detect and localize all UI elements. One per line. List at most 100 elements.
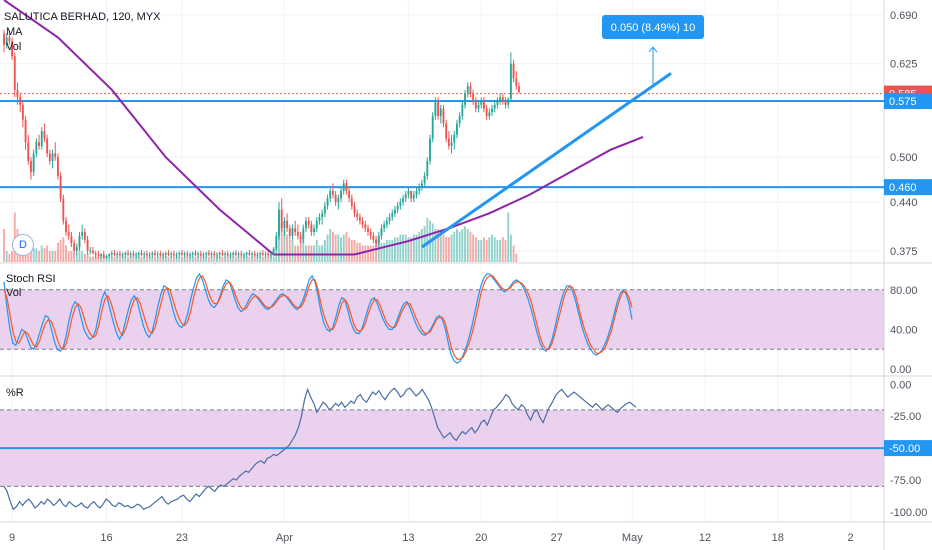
candle-body [3, 33, 5, 45]
volume-bar [132, 256, 135, 262]
volume-bar [110, 256, 113, 262]
candle-body [221, 253, 224, 255]
candle [248, 250, 251, 257]
candle [237, 251, 240, 258]
time-axis[interactable]: 9 16 23 Apr 13 20 27 May 12 18 2 [9, 532, 854, 544]
candle [356, 209, 359, 221]
volume-bar [3, 229, 5, 262]
candle-body [261, 253, 264, 255]
candle-body [145, 253, 148, 256]
candle [164, 251, 167, 258]
candle [345, 179, 348, 195]
candle-body [394, 209, 396, 214]
stoch-rsi-panel[interactable] [0, 272, 884, 364]
candle-body [234, 253, 237, 255]
candle-body [172, 253, 175, 256]
candle-body [501, 97, 504, 102]
candle [162, 252, 165, 259]
candle-body [140, 253, 143, 255]
candle-body [5, 37, 8, 45]
candle [329, 187, 332, 203]
candle [224, 251, 227, 258]
volume-bar [224, 256, 227, 262]
candle-body [81, 232, 84, 236]
candle-body [170, 253, 173, 255]
volume-bar [482, 237, 485, 262]
price-panel[interactable] [0, 0, 884, 262]
candle [388, 213, 391, 225]
candle [512, 59, 515, 83]
volume-bar [108, 256, 111, 262]
candle [450, 134, 453, 154]
candle [437, 97, 440, 120]
candle [102, 250, 105, 259]
candle-body [113, 253, 116, 255]
volume-bar [426, 218, 429, 262]
candle-body [116, 253, 119, 255]
candle [240, 250, 243, 257]
volume-bar [315, 240, 318, 262]
price-axis[interactable]: 0.6900.6250.5000.4400.3750.5850.5750.460… [884, 10, 932, 519]
candle-body [154, 253, 156, 255]
candle-body [51, 153, 54, 161]
candle-body [216, 254, 218, 256]
candle [488, 108, 491, 120]
candle [337, 194, 340, 210]
candle [496, 97, 499, 109]
candle-body [38, 142, 40, 146]
candle [245, 251, 248, 258]
volume-bar [501, 237, 504, 262]
volume-bar [407, 237, 410, 262]
stoch-tick-label: 40.00 [890, 324, 918, 336]
volume-bar [54, 251, 57, 262]
candle [372, 232, 375, 244]
dividend-badge[interactable]: D [12, 234, 34, 256]
candle [331, 183, 334, 199]
candle [226, 250, 229, 257]
volume-bar [291, 240, 294, 262]
measure-text: 0.050 (8.49%) 10 [611, 22, 695, 34]
candle-body [8, 37, 11, 42]
candle [213, 250, 216, 257]
candle-body [65, 220, 67, 233]
candle [234, 250, 237, 257]
candle [313, 224, 316, 236]
measure-arrow-head [648, 46, 658, 53]
williams-r-panel[interactable] [0, 387, 884, 511]
candle-body [105, 256, 108, 258]
candle [243, 252, 245, 259]
candle [391, 209, 394, 221]
candle [21, 101, 24, 128]
candle [385, 217, 388, 229]
volume-bar [350, 240, 353, 262]
volume-bar [51, 251, 54, 262]
volume-bar [280, 223, 283, 262]
candle [402, 194, 404, 206]
candle-body [245, 253, 248, 255]
candle-body [137, 253, 140, 255]
volume-bar [447, 237, 450, 262]
candle [323, 202, 326, 218]
candle-body [191, 253, 194, 255]
candle-body [482, 101, 485, 109]
price-tick-label: 0.690 [890, 10, 918, 22]
candle-body [143, 253, 146, 255]
candle-body [420, 183, 423, 188]
candle-body [288, 228, 291, 236]
candle-body [407, 190, 410, 195]
candle [207, 250, 210, 257]
candle [127, 250, 129, 257]
measure-tag[interactable]: 0.050 (8.49%) 10 [602, 15, 704, 39]
volume-bar [259, 256, 262, 262]
candle [54, 142, 57, 161]
candle [229, 252, 232, 259]
volume-bar [226, 256, 229, 262]
volume-bar [256, 256, 259, 262]
candle-body [175, 254, 178, 256]
volume-bar [348, 237, 351, 262]
volume-bar [269, 256, 272, 262]
candle-body [377, 235, 380, 244]
stoch-vol-legend: Vol [6, 287, 21, 299]
